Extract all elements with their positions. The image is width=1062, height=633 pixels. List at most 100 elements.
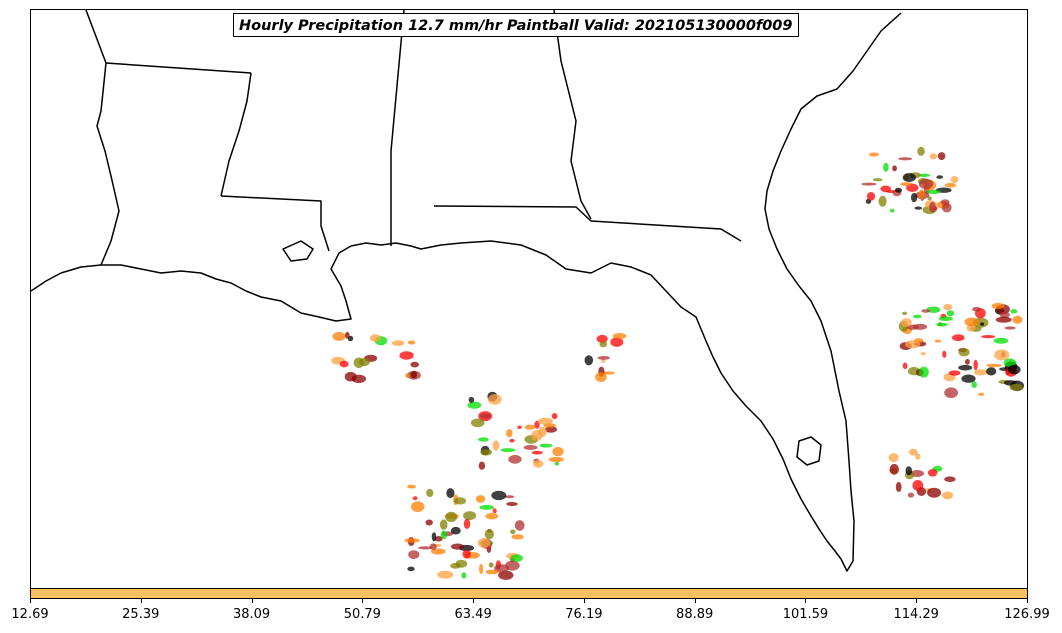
- precip-blob: [537, 417, 553, 425]
- precip-blob: [538, 426, 547, 437]
- precip-blob: [418, 546, 433, 550]
- precip-blob: [905, 466, 913, 476]
- precip-blob: [892, 165, 897, 172]
- precip-blob: [972, 306, 982, 312]
- precip-blob: [477, 538, 491, 548]
- gulf-coastline: [31, 12, 902, 572]
- precip-blob: [454, 497, 467, 505]
- colorbar-tick-label: 88.89: [676, 607, 714, 622]
- precip-blob: [1003, 358, 1017, 367]
- precip-blob: [937, 152, 946, 161]
- precip-blob: [408, 550, 420, 559]
- precip-blob: [964, 317, 980, 327]
- map-panel: [30, 9, 1028, 599]
- precip-blob: [950, 176, 959, 184]
- precip-blob: [431, 548, 446, 555]
- precip-blob: [412, 496, 418, 501]
- colorbar-tick-mark: [473, 599, 475, 603]
- precip-blob: [429, 543, 437, 550]
- lake-pontchartrain: [282, 240, 314, 262]
- precip-blob: [913, 323, 928, 330]
- precip-blob: [999, 311, 1010, 318]
- precip-blob: [470, 418, 485, 428]
- precipitation-blobs: [331, 146, 1024, 580]
- precip-blob: [478, 437, 489, 442]
- colorbar-tick-mark: [805, 599, 807, 603]
- precip-blob: [543, 423, 556, 428]
- precip-blob: [912, 314, 922, 319]
- precip-blob: [584, 355, 594, 366]
- precip-blob: [921, 309, 931, 313]
- precip-blob: [463, 511, 477, 521]
- precip-blob: [1010, 309, 1018, 314]
- precip-blob: [339, 360, 349, 368]
- precip-blob: [510, 529, 516, 535]
- precip-blob: [478, 461, 486, 470]
- precip-blob: [407, 340, 416, 345]
- precip-blob: [484, 529, 494, 540]
- precip-blob: [908, 448, 918, 456]
- state-border-ms-river: [220, 72, 252, 197]
- precip-blob: [596, 334, 608, 343]
- precip-blob: [936, 322, 948, 327]
- precip-blob: [986, 367, 997, 376]
- precip-blob: [965, 358, 970, 365]
- precip-blob: [445, 511, 458, 523]
- precip-blob: [948, 370, 961, 376]
- colorbar-tick-mark: [583, 599, 585, 603]
- precip-blob: [440, 530, 448, 540]
- precip-blob: [898, 157, 913, 161]
- precip-blob: [509, 438, 515, 443]
- precip-blob: [508, 454, 522, 464]
- precip-blob: [446, 488, 455, 499]
- precip-blob: [918, 366, 929, 378]
- precip-blob: [895, 187, 902, 193]
- precip-blob: [973, 359, 978, 371]
- precip-blob: [918, 173, 931, 177]
- precip-blob: [918, 178, 934, 190]
- precip-blob: [494, 564, 509, 573]
- precip-blob: [510, 554, 523, 562]
- precip-blob: [952, 334, 965, 342]
- precip-blob: [475, 495, 486, 503]
- precip-blob: [973, 369, 988, 376]
- colorbar-tick-label: 12.69: [11, 607, 49, 622]
- precip-blob: [995, 316, 1012, 323]
- precip-blob: [929, 201, 936, 213]
- precip-blob: [905, 340, 921, 349]
- precip-blob: [450, 526, 461, 535]
- precip-blob: [907, 492, 915, 498]
- precip-blob: [971, 381, 977, 389]
- precip-blob: [861, 182, 877, 186]
- precip-blob: [532, 459, 544, 468]
- precip-blob: [405, 373, 410, 379]
- precip-blob: [868, 152, 880, 157]
- precip-blob: [942, 491, 954, 500]
- colorbar-tick-label: 25.39: [122, 607, 160, 622]
- precip-blob: [554, 461, 560, 466]
- precip-blob: [426, 488, 434, 498]
- precip-blob: [492, 508, 497, 514]
- precip-blob: [410, 501, 425, 513]
- precip-blob: [597, 356, 610, 360]
- precip-blob: [450, 543, 465, 550]
- precip-blob: [886, 190, 896, 193]
- precip-blob: [915, 453, 921, 460]
- precip-blob: [539, 443, 553, 448]
- precip-blob: [888, 453, 899, 463]
- precip-blob: [548, 456, 564, 463]
- precip-blob: [1009, 383, 1023, 391]
- precip-blob: [491, 490, 507, 501]
- precip-blob: [407, 484, 416, 489]
- colorbar-tick-label: 126.99: [1004, 607, 1050, 622]
- precip-blob: [431, 532, 437, 542]
- precip-blob: [927, 487, 942, 498]
- precip-blob: [369, 334, 381, 342]
- precip-blob: [902, 362, 908, 370]
- precip-blob: [468, 396, 475, 403]
- state-border-al-fl: [433, 205, 742, 242]
- precip-blob: [345, 331, 350, 339]
- precip-blob: [610, 337, 624, 347]
- precip-blob: [498, 570, 514, 580]
- precip-blob: [517, 425, 522, 429]
